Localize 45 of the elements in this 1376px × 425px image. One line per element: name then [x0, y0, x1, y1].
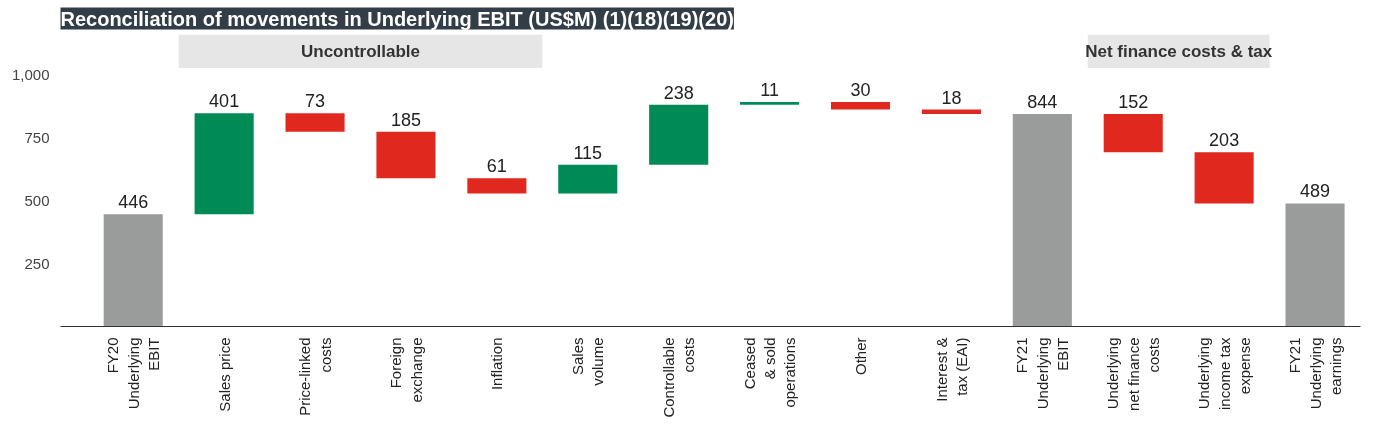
bar: [830, 101, 891, 110]
x-tick-label: Sales volume: [569, 337, 607, 386]
data-label: 73: [305, 91, 326, 112]
data-label: 61: [486, 156, 507, 177]
y-tick-label: 500: [24, 191, 50, 209]
band-label: Net finance costs & tax: [1085, 41, 1273, 61]
bar: [1194, 152, 1254, 204]
data-label: 30: [850, 79, 871, 100]
data-label: 238: [663, 82, 694, 103]
y-tick-label: 1,000: [11, 65, 50, 83]
x-tick-label: Other: [852, 337, 869, 376]
bar: [649, 104, 709, 165]
data-label: 18: [941, 87, 962, 108]
data-label: 185: [390, 109, 421, 130]
data-label: 446: [118, 192, 149, 213]
band-label: Uncontrollable: [301, 41, 421, 61]
x-tick-label: FY20 Underlying EBIT: [104, 337, 163, 410]
bar: [467, 178, 527, 194]
bar: [376, 131, 436, 179]
data-label: 203: [1209, 130, 1240, 151]
bar: [1103, 114, 1163, 153]
data-label: 844: [1027, 92, 1058, 113]
y-tick-label: 250: [24, 254, 50, 272]
x-tick-label: Sales price: [215, 337, 233, 412]
data-label: 152: [1118, 92, 1149, 113]
x-tick-label: Inflation: [488, 337, 506, 391]
chart-title: Reconciliation of movements in Underlying EBIT (US$M) (1)(18)(19)(20): [60, 7, 734, 30]
bar: [285, 113, 345, 132]
x-tick-label: Price-linked costs: [296, 337, 334, 416]
data-label: 401: [209, 91, 240, 112]
data-label: 11: [760, 79, 779, 100]
x-tick-label: Underlying net finance costs: [1104, 337, 1163, 411]
bar: [1285, 203, 1345, 327]
x-tick-label: FY21 Underlying EBIT: [1013, 337, 1072, 410]
bar: [1012, 114, 1072, 327]
x-tick-label: Controllable costs: [659, 337, 698, 418]
bar: [103, 214, 163, 327]
bar: [740, 101, 800, 105]
bar: [558, 164, 618, 194]
data-label: 115: [573, 142, 603, 163]
data-label: 489: [1300, 181, 1331, 202]
x-tick-label: Interest & tax (EAI): [932, 337, 971, 402]
bar: [194, 113, 254, 215]
y-tick-label: 750: [24, 128, 50, 146]
x-tick-label: Foreign exchange: [387, 337, 425, 403]
